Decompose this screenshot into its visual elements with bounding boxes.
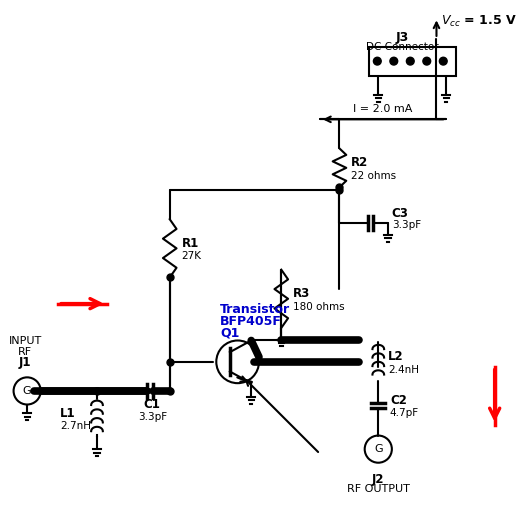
- Text: 3.3pF: 3.3pF: [392, 220, 421, 230]
- Text: G: G: [374, 444, 383, 454]
- Text: C1: C1: [144, 399, 161, 412]
- Circle shape: [373, 57, 381, 65]
- Circle shape: [406, 57, 414, 65]
- Text: 4.7pF: 4.7pF: [390, 408, 419, 418]
- Text: 180 ohms: 180 ohms: [293, 302, 345, 311]
- Text: INPUT: INPUT: [8, 336, 42, 346]
- Text: 2.4nH: 2.4nH: [388, 364, 419, 375]
- Circle shape: [439, 57, 447, 65]
- Text: C2: C2: [390, 394, 407, 407]
- Text: RF OUTPUT: RF OUTPUT: [347, 484, 410, 494]
- Text: L1: L1: [60, 407, 76, 420]
- Text: 2.7nH: 2.7nH: [60, 421, 91, 431]
- Text: RF: RF: [18, 347, 32, 357]
- Text: I = 2.0 mA: I = 2.0 mA: [354, 104, 413, 114]
- Text: R2: R2: [351, 157, 369, 170]
- Circle shape: [423, 57, 431, 65]
- Text: 22 ohms: 22 ohms: [351, 171, 396, 181]
- Text: 27K: 27K: [182, 251, 201, 261]
- Text: $V_{cc}$ = 1.5 V: $V_{cc}$ = 1.5 V: [441, 14, 517, 29]
- Text: J3: J3: [396, 31, 409, 44]
- Text: R3: R3: [293, 288, 310, 301]
- Text: BFP405F: BFP405F: [220, 315, 282, 327]
- Text: J1: J1: [19, 356, 31, 368]
- Text: Transistor: Transistor: [220, 303, 290, 316]
- Text: DC Connector: DC Connector: [366, 43, 439, 52]
- Text: Q1: Q1: [220, 326, 239, 339]
- Text: R1: R1: [182, 237, 199, 250]
- Text: J2: J2: [372, 473, 384, 486]
- Bar: [369, 47, 456, 76]
- Text: C3: C3: [392, 207, 409, 220]
- Circle shape: [390, 57, 398, 65]
- Text: 3.3pF: 3.3pF: [138, 412, 167, 422]
- Text: L2: L2: [388, 350, 404, 363]
- Text: G: G: [23, 386, 31, 396]
